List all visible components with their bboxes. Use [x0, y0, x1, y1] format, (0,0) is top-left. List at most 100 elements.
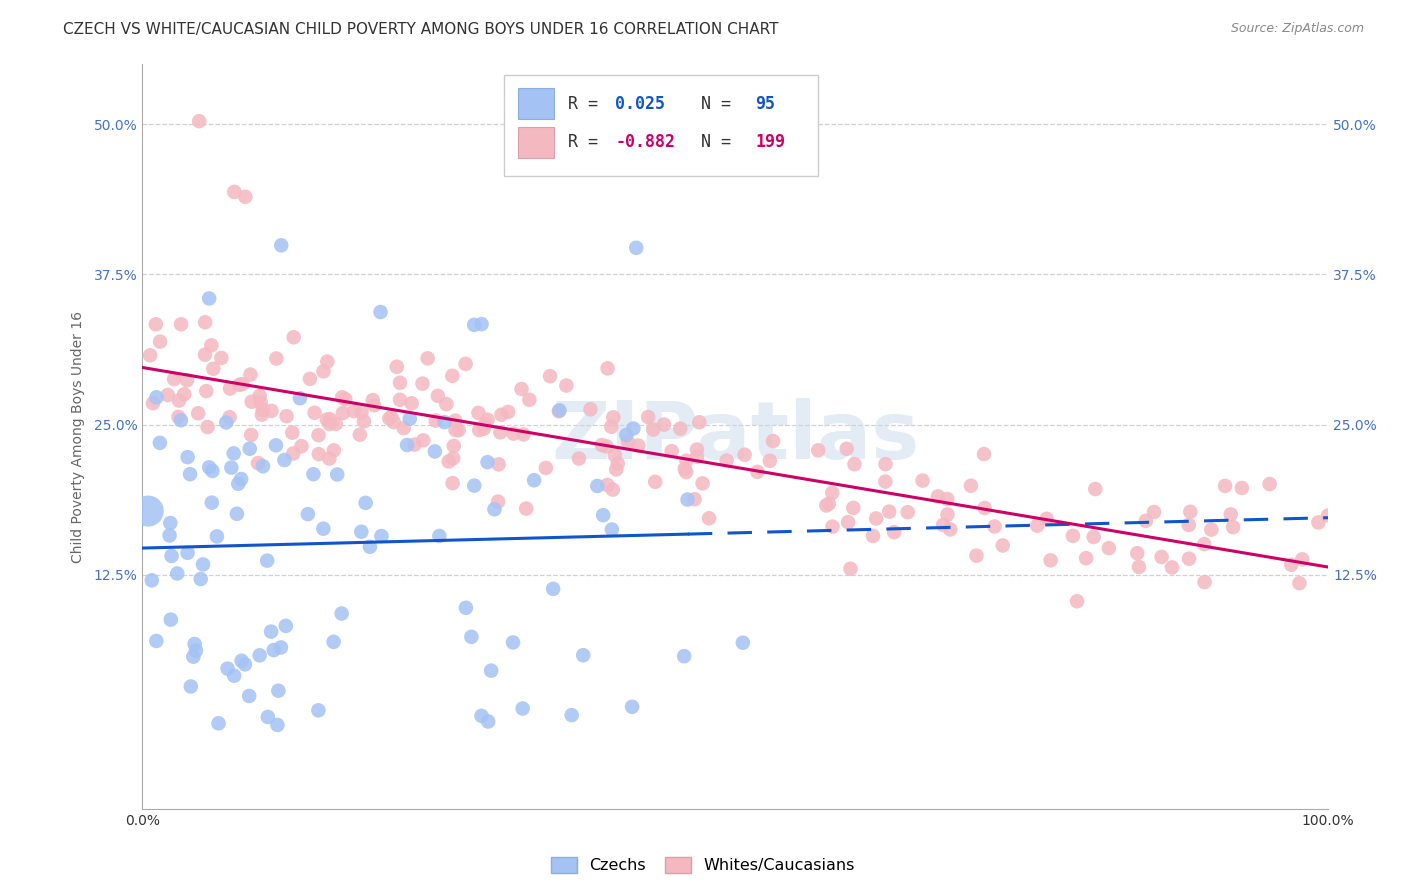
- Point: [523, 473, 546, 487]
- Point: [486, 494, 509, 508]
- Point: [676, 492, 699, 507]
- Point: [1279, 558, 1302, 572]
- Point: [596, 361, 619, 376]
- Point: [166, 566, 188, 581]
- Point: [1026, 518, 1049, 533]
- Text: -0.882: -0.882: [616, 133, 675, 152]
- Point: [231, 654, 253, 668]
- Point: [444, 413, 467, 427]
- Point: [145, 634, 167, 648]
- Point: [209, 351, 232, 365]
- Point: [444, 423, 467, 437]
- Point: [249, 648, 271, 663]
- Point: [460, 630, 482, 644]
- Point: [188, 114, 211, 128]
- Point: [276, 409, 298, 424]
- Point: [1291, 552, 1313, 566]
- Point: [661, 444, 683, 458]
- Point: [239, 368, 262, 382]
- Point: [477, 714, 499, 729]
- Point: [217, 662, 239, 676]
- Point: [190, 572, 212, 586]
- Point: [354, 496, 377, 510]
- Point: [205, 529, 228, 543]
- Point: [488, 458, 510, 472]
- Point: [224, 185, 246, 199]
- Point: [326, 467, 349, 482]
- Point: [425, 414, 447, 428]
- Point: [1083, 530, 1105, 544]
- Point: [605, 462, 627, 476]
- Text: 0.025: 0.025: [616, 95, 665, 112]
- Y-axis label: Child Poverty Among Boys Under 16: Child Poverty Among Boys Under 16: [72, 310, 86, 563]
- Point: [489, 425, 512, 440]
- Point: [176, 450, 198, 464]
- Point: [240, 394, 263, 409]
- Point: [404, 437, 426, 451]
- Point: [484, 502, 506, 516]
- Text: 95: 95: [755, 95, 776, 112]
- Point: [844, 457, 866, 471]
- Point: [1194, 537, 1216, 551]
- Point: [1258, 477, 1281, 491]
- Text: N =: N =: [681, 95, 741, 112]
- Point: [434, 397, 457, 411]
- Point: [517, 392, 540, 407]
- Point: [159, 613, 181, 627]
- Point: [496, 405, 519, 419]
- Point: [233, 657, 256, 672]
- Point: [298, 372, 321, 386]
- Point: [572, 648, 595, 663]
- Point: [927, 490, 949, 504]
- Point: [180, 680, 202, 694]
- Point: [842, 500, 865, 515]
- Point: [1161, 560, 1184, 574]
- Point: [426, 389, 449, 403]
- Point: [936, 508, 959, 522]
- Point: [1317, 508, 1340, 523]
- Point: [170, 318, 193, 332]
- Point: [239, 442, 262, 456]
- Point: [883, 525, 905, 540]
- Point: [477, 455, 499, 469]
- Point: [195, 384, 218, 398]
- Point: [479, 664, 502, 678]
- Point: [191, 558, 214, 572]
- Point: [215, 416, 238, 430]
- Point: [1143, 505, 1166, 519]
- Point: [163, 372, 186, 386]
- Point: [270, 640, 292, 655]
- Point: [547, 404, 569, 418]
- Point: [515, 501, 537, 516]
- Point: [626, 241, 648, 255]
- Point: [307, 703, 329, 717]
- Point: [302, 467, 325, 482]
- Point: [686, 450, 709, 464]
- Point: [145, 390, 167, 404]
- Point: [960, 479, 983, 493]
- Point: [1213, 479, 1236, 493]
- Point: [1194, 575, 1216, 590]
- Text: R =: R =: [568, 133, 607, 152]
- Point: [228, 377, 250, 392]
- Point: [541, 582, 564, 596]
- Point: [370, 305, 392, 319]
- Point: [233, 190, 256, 204]
- Point: [173, 387, 195, 401]
- Point: [474, 417, 496, 432]
- Point: [136, 504, 159, 518]
- Point: [512, 427, 534, 442]
- Point: [221, 460, 243, 475]
- Point: [183, 637, 205, 651]
- Point: [183, 649, 205, 664]
- Point: [197, 420, 219, 434]
- Point: [423, 444, 446, 458]
- Point: [762, 434, 785, 448]
- Point: [600, 523, 623, 537]
- Point: [595, 440, 617, 454]
- Point: [983, 519, 1005, 533]
- Point: [179, 467, 201, 482]
- Point: [463, 318, 485, 332]
- Point: [502, 635, 524, 649]
- Point: [335, 392, 357, 407]
